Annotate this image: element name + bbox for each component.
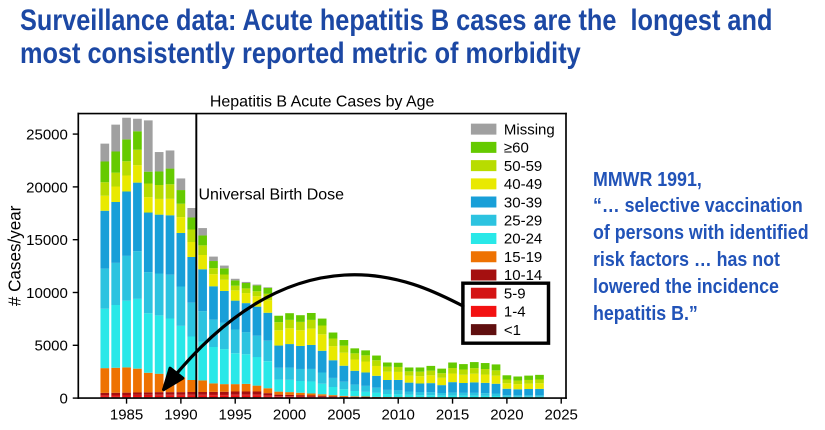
svg-text:20-24: 20-24 — [504, 231, 542, 248]
svg-text:2020: 2020 — [490, 406, 523, 423]
svg-text:Missing: Missing — [504, 121, 555, 138]
svg-text:10-14: 10-14 — [504, 267, 542, 284]
svg-text:1995: 1995 — [219, 406, 252, 423]
svg-text:5-9: 5-9 — [504, 285, 526, 302]
svg-text:2005: 2005 — [327, 406, 360, 423]
svg-text:25-29: 25-29 — [504, 213, 542, 230]
svg-text:0: 0 — [60, 391, 68, 408]
svg-text:1990: 1990 — [164, 406, 197, 423]
svg-text:# Cases/year: # Cases/year — [6, 205, 25, 306]
svg-text:2010: 2010 — [382, 406, 415, 423]
svg-text:5000: 5000 — [35, 338, 68, 355]
svg-text:1-4: 1-4 — [504, 304, 526, 321]
svg-text:15000: 15000 — [26, 232, 68, 249]
svg-text:25000: 25000 — [26, 127, 68, 144]
svg-text:Universal Birth Dose: Universal Birth Dose — [198, 187, 344, 204]
svg-text:30-39: 30-39 — [504, 194, 542, 211]
svg-text:Hepatitis B Acute Cases by Age: Hepatitis B Acute Cases by Age — [210, 94, 435, 111]
svg-text:15-19: 15-19 — [504, 249, 542, 266]
svg-text:40-49: 40-49 — [504, 176, 542, 193]
svg-text:2000: 2000 — [273, 406, 306, 423]
svg-text:1985: 1985 — [110, 406, 143, 423]
svg-text:≥60: ≥60 — [504, 140, 529, 157]
svg-text:2025: 2025 — [545, 406, 578, 423]
svg-text:<1: <1 — [504, 322, 521, 339]
svg-text:20000: 20000 — [26, 179, 68, 196]
svg-text:2015: 2015 — [436, 406, 469, 423]
svg-text:50-59: 50-59 — [504, 158, 542, 175]
svg-text:10000: 10000 — [26, 285, 68, 302]
